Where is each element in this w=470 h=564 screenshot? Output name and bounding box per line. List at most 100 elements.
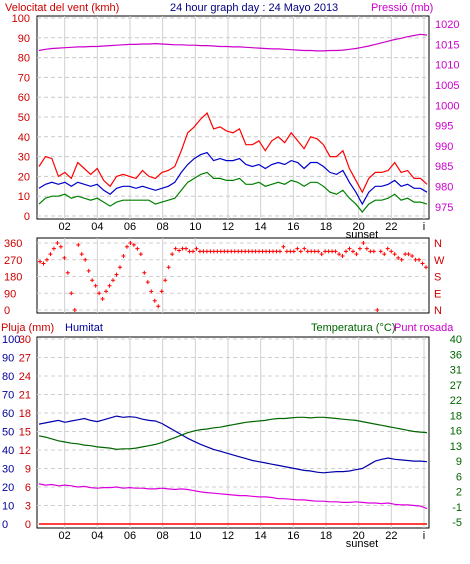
wind-direction-point	[392, 252, 397, 257]
temperature-line	[38, 416, 428, 451]
temperature-tick-label: 2	[456, 487, 462, 499]
pressure-tick-label: 1015	[435, 39, 459, 51]
wind-direction-point	[215, 249, 220, 254]
wind-direction-point	[270, 249, 275, 254]
wind-direction-point	[135, 246, 140, 251]
hour-tick-label: 22	[385, 221, 397, 233]
wind-direction-point	[90, 278, 95, 283]
chart-title: 24 hour graph day : 24 Mayo 2013	[170, 2, 338, 14]
wind-direction-point	[97, 291, 102, 296]
wind-direction-point	[187, 249, 192, 254]
wind-direction-point	[246, 249, 251, 254]
wind-tick-label: 70	[18, 72, 30, 84]
wind-direction-point	[65, 270, 70, 275]
humidity-tick-label: 15	[19, 427, 31, 439]
pressure-tick-label: 980	[435, 182, 453, 194]
wind-direction-point	[364, 246, 369, 251]
humidity-tick-label: 0	[25, 519, 31, 531]
wind-direction-point	[211, 249, 216, 254]
wind-direction-point	[378, 249, 383, 254]
wind-tick-label: 40	[18, 132, 30, 144]
hour-tick-label: 02	[59, 530, 71, 542]
wind-direction-point	[107, 283, 112, 288]
humidity-tick-label: 27	[19, 353, 31, 365]
wind-direction-point	[149, 289, 154, 294]
humidity-tick-label: 12	[19, 445, 31, 457]
wind-speed-axis-title: Velocitat del vent (kmh)	[5, 2, 119, 14]
wind-gust-line	[38, 111, 428, 194]
rain-tick-label: 40	[2, 445, 14, 457]
humidity-tick-label: 3	[25, 501, 31, 513]
wind-direction-point	[152, 298, 157, 303]
pressure-tick-label: 985	[435, 161, 453, 173]
wind-direction-point	[201, 249, 206, 254]
wind-tick-label: 0	[24, 211, 30, 223]
wind-direction-point	[382, 252, 387, 257]
temperature-tick-label: -1	[452, 502, 462, 514]
wind-direction-point	[410, 254, 415, 259]
wind-direction-point	[76, 242, 81, 247]
hour-tick-label: 14	[255, 221, 267, 233]
hour-tick-label: 02	[59, 221, 71, 233]
wind-direction-point	[326, 249, 331, 254]
temperature-tick-label: 13	[450, 441, 462, 453]
wind-direction-point	[117, 265, 122, 270]
wind-tick-label: 30	[18, 152, 30, 164]
wind-direction-point	[236, 249, 241, 254]
compass-label: E	[434, 288, 441, 300]
wind-direction-point	[72, 308, 77, 312]
wind-direction-point	[330, 249, 335, 254]
wind-direction-point	[302, 246, 307, 251]
humidity-tick-label: 18	[19, 408, 31, 420]
direction-degree-label: 90	[4, 288, 16, 300]
wind-direction-point	[385, 246, 390, 251]
hour-tick-label: 18	[320, 221, 332, 233]
wind-direction-point	[389, 249, 394, 254]
wind-tick-label: 80	[18, 53, 30, 65]
wind-direction-point	[104, 289, 109, 294]
hour-tick-label: 20	[353, 221, 365, 233]
temperature-humidity-plot-frame	[36, 336, 430, 529]
dewpoint-axis-title: Punt rosada	[394, 322, 454, 334]
wind-direction-point	[131, 242, 136, 247]
wind-direction-point	[177, 248, 182, 253]
rain-tick-label: 100	[2, 334, 20, 346]
pressure-line	[38, 33, 428, 52]
wind-direction-point	[114, 272, 119, 277]
hour-tick-label: 10	[189, 530, 201, 542]
wind-direction-point	[333, 249, 338, 254]
hour-tick-label: 22	[385, 530, 397, 542]
direction-degree-label: 360	[4, 238, 22, 250]
wind-direction-point	[121, 254, 126, 259]
rain-tick-label: 20	[2, 482, 14, 494]
wind-direction-point	[138, 252, 143, 257]
rain-tick-label: 0	[2, 519, 8, 531]
pressure-axis-title: Pressió (mb)	[371, 2, 433, 14]
wind-direction-point	[424, 265, 428, 270]
wind-direction-point	[38, 259, 42, 264]
compass-label: N	[434, 238, 442, 250]
temperature-tick-label: -5	[452, 517, 462, 529]
wind-direction-point	[225, 249, 230, 254]
wind-direction-point	[184, 246, 189, 251]
wind-direction-point	[347, 246, 352, 251]
wind-direction-point	[128, 241, 133, 245]
dewpoint-line	[38, 483, 428, 510]
data-series	[38, 33, 428, 525]
rain-tick-label: 80	[2, 371, 14, 383]
wind-direction-point	[62, 255, 67, 260]
wind-low-line	[38, 171, 428, 213]
wind-direction-point	[194, 246, 199, 251]
wind-direction-point	[257, 249, 262, 254]
wind-direction-point	[264, 249, 269, 254]
humidity-tick-label: 21	[19, 390, 31, 402]
temperature-tick-label: 16	[450, 426, 462, 438]
compass-label: N	[434, 305, 442, 317]
hour-tick-label: 08	[157, 530, 169, 542]
wind-direction-point	[44, 257, 49, 262]
wind-tick-label: 100	[12, 13, 30, 25]
wind-direction-point	[350, 249, 355, 254]
wind-tick-label: 20	[18, 171, 30, 183]
wind-direction-point	[58, 244, 63, 249]
wind-direction-point	[396, 255, 401, 260]
